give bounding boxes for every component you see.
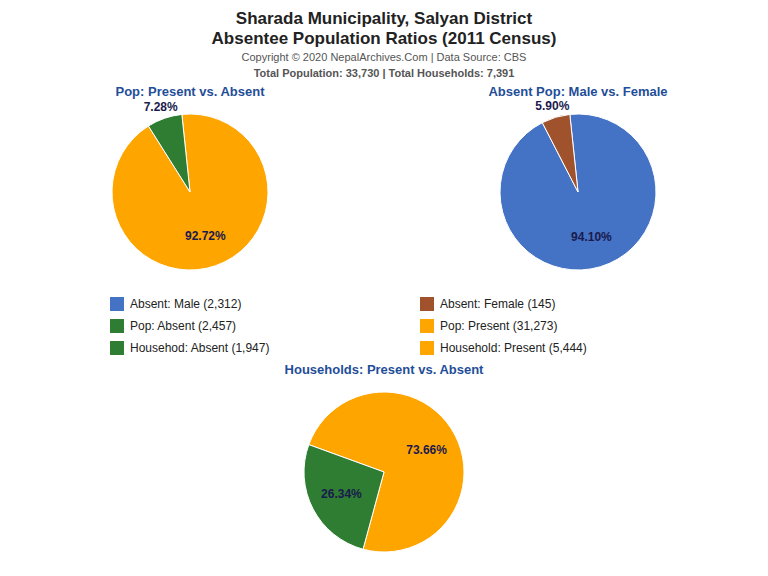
legend-label: Househod: Absent (1,947)	[130, 341, 269, 355]
pie-title: Households: Present vs. Absent	[285, 362, 485, 377]
legend-item: Pop: Present (31,273)	[420, 319, 557, 333]
data-labels: 73.66% 26.34%	[321, 443, 447, 501]
pie-slice	[304, 445, 384, 550]
slices	[112, 114, 268, 270]
data-label: 26.34%	[321, 487, 362, 501]
legend-item: Pop: Absent (2,457)	[110, 319, 236, 333]
title: Sharada Municipality, Salyan District	[236, 9, 533, 28]
legend-swatch	[420, 341, 434, 355]
pie-title: Absent Pop: Male vs. Female	[488, 84, 667, 99]
legend-label: Absent: Male (2,312)	[130, 297, 241, 311]
pie-slice	[148, 114, 190, 192]
data-labels: 94.10% 5.90%	[535, 99, 612, 244]
legend-label: Absent: Female (145)	[440, 297, 555, 311]
pie-slice	[112, 114, 268, 270]
legend: Absent: Male (2,312) Absent: Female (145)…	[110, 297, 587, 355]
legend-label: Household: Present (5,444)	[440, 341, 587, 355]
legend-swatch	[420, 319, 434, 333]
legend-swatch	[110, 297, 124, 311]
legend-item: Absent: Male (2,312)	[110, 297, 241, 311]
annotation: Total Population: 33,730 | Total Househo…	[254, 67, 515, 79]
pie-chart: Households: Present vs. Absent 73.66% 26.3…	[285, 362, 485, 552]
pie-slice	[542, 114, 578, 192]
annotation: Copyright © 2020 NepalArchives.Com | Dat…	[242, 51, 527, 63]
data-labels: 92.72% 7.28%	[144, 100, 226, 243]
data-label: 73.66%	[406, 443, 447, 457]
legend-swatch	[110, 319, 124, 333]
legend-item: Household: Present (5,444)	[420, 341, 587, 355]
legend-item: Absent: Female (145)	[420, 297, 555, 311]
subtitle: Absentee Population Ratios (2011 Census)	[212, 29, 557, 48]
data-label: 7.28%	[144, 100, 178, 114]
pie-title: Pop: Present vs. Absent	[115, 84, 265, 99]
slices	[500, 114, 656, 270]
data-label: 92.72%	[185, 229, 226, 243]
data-label: 5.90%	[535, 99, 569, 113]
pie-slice	[500, 114, 656, 270]
pie-chart: Pop: Present vs. Absent 92.72% 7.28%	[112, 84, 268, 270]
legend-swatch	[110, 341, 124, 355]
data-label: 94.10%	[571, 230, 612, 244]
chart: Sharada Municipality, Salyan DistrictAbs…	[0, 0, 768, 576]
legend-label: Pop: Present (31,273)	[440, 319, 557, 333]
pie-chart: Absent Pop: Male vs. Female 94.10% 5.90%	[488, 84, 667, 270]
legend-item: Househod: Absent (1,947)	[110, 341, 269, 355]
legend-swatch	[420, 297, 434, 311]
slices	[304, 392, 464, 552]
legend-label: Pop: Absent (2,457)	[130, 319, 236, 333]
